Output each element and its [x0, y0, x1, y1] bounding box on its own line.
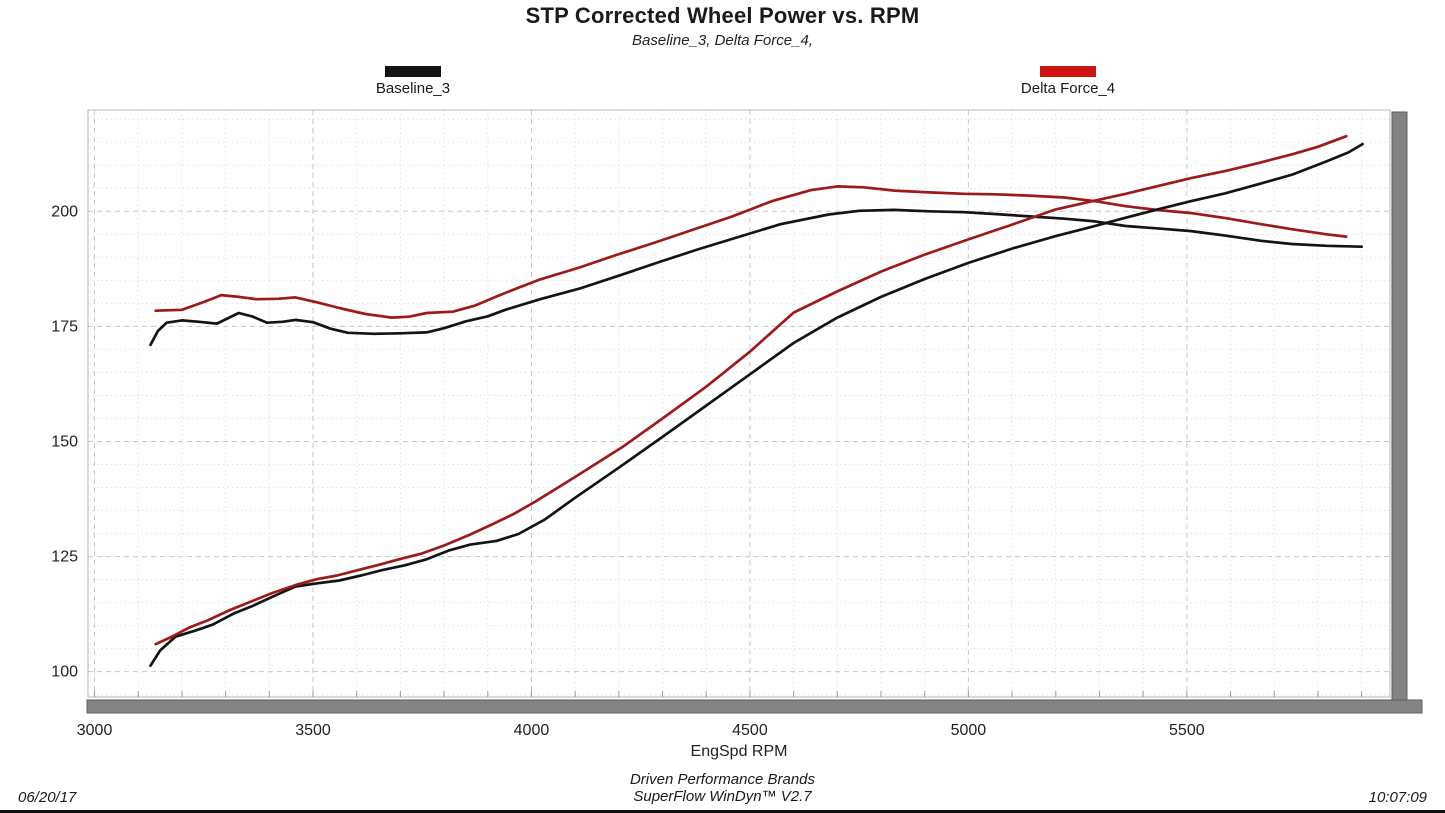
- series-lines: [149, 134, 1364, 668]
- axis-tick-labels: 100 125 150 175 200 3000 3500 4000 4500 5000 5500: [51, 203, 1204, 739]
- footer-brand: Driven Performance Brands SuperFlow WinD…: [0, 771, 1445, 805]
- page-subtitle: Baseline_3, Delta Force_4,: [632, 32, 813, 49]
- footer-date: 06/20/17: [18, 789, 77, 806]
- legend-label-delta-force: Delta Force_4: [1020, 80, 1116, 97]
- series-baseline-3-rising-curve-: [149, 142, 1364, 668]
- legend-label-baseline: Baseline_3: [375, 80, 451, 97]
- svg-text:175: 175: [51, 318, 78, 335]
- x-axis-ticks: [94, 691, 1363, 697]
- series-delta-force-4-upper-curve-: [154, 185, 1348, 319]
- minor-gridlines: [88, 110, 1390, 697]
- svg-text:5000: 5000: [951, 722, 987, 739]
- svg-text:5500: 5500: [1169, 722, 1205, 739]
- frame-3d-bars: [86, 111, 1423, 714]
- legend-item-baseline: Baseline_3: [348, 66, 478, 97]
- plot-border: [87, 109, 1391, 698]
- svg-text:3000: 3000: [77, 722, 113, 739]
- svg-text:100: 100: [51, 664, 78, 681]
- series-delta-force-4-rising-curve-: [154, 134, 1348, 646]
- footer-brand-line2: SuperFlow WinDyn™ V2.7: [633, 788, 812, 805]
- legend-swatch-delta-force: [1040, 66, 1096, 77]
- svg-text:150: 150: [51, 433, 78, 450]
- svg-text:4500: 4500: [732, 722, 768, 739]
- legend-swatch-baseline: [385, 66, 441, 77]
- page-title: STP Corrected Wheel Power vs. RPM: [525, 3, 920, 28]
- legend-item-delta-force: Delta Force_4: [1003, 66, 1133, 97]
- svg-text:4000: 4000: [514, 722, 550, 739]
- svg-text:3500: 3500: [295, 722, 331, 739]
- footer-brand-line1: Driven Performance Brands: [629, 771, 816, 788]
- svg-text:125: 125: [51, 549, 78, 566]
- series-baseline-3-upper-curve-: [149, 208, 1363, 347]
- footer-time: 10:07:09: [1368, 789, 1427, 806]
- svg-text:200: 200: [51, 203, 78, 220]
- x-axis-title: EngSpd RPM: [690, 743, 788, 760]
- major-gridlines: [88, 110, 1390, 697]
